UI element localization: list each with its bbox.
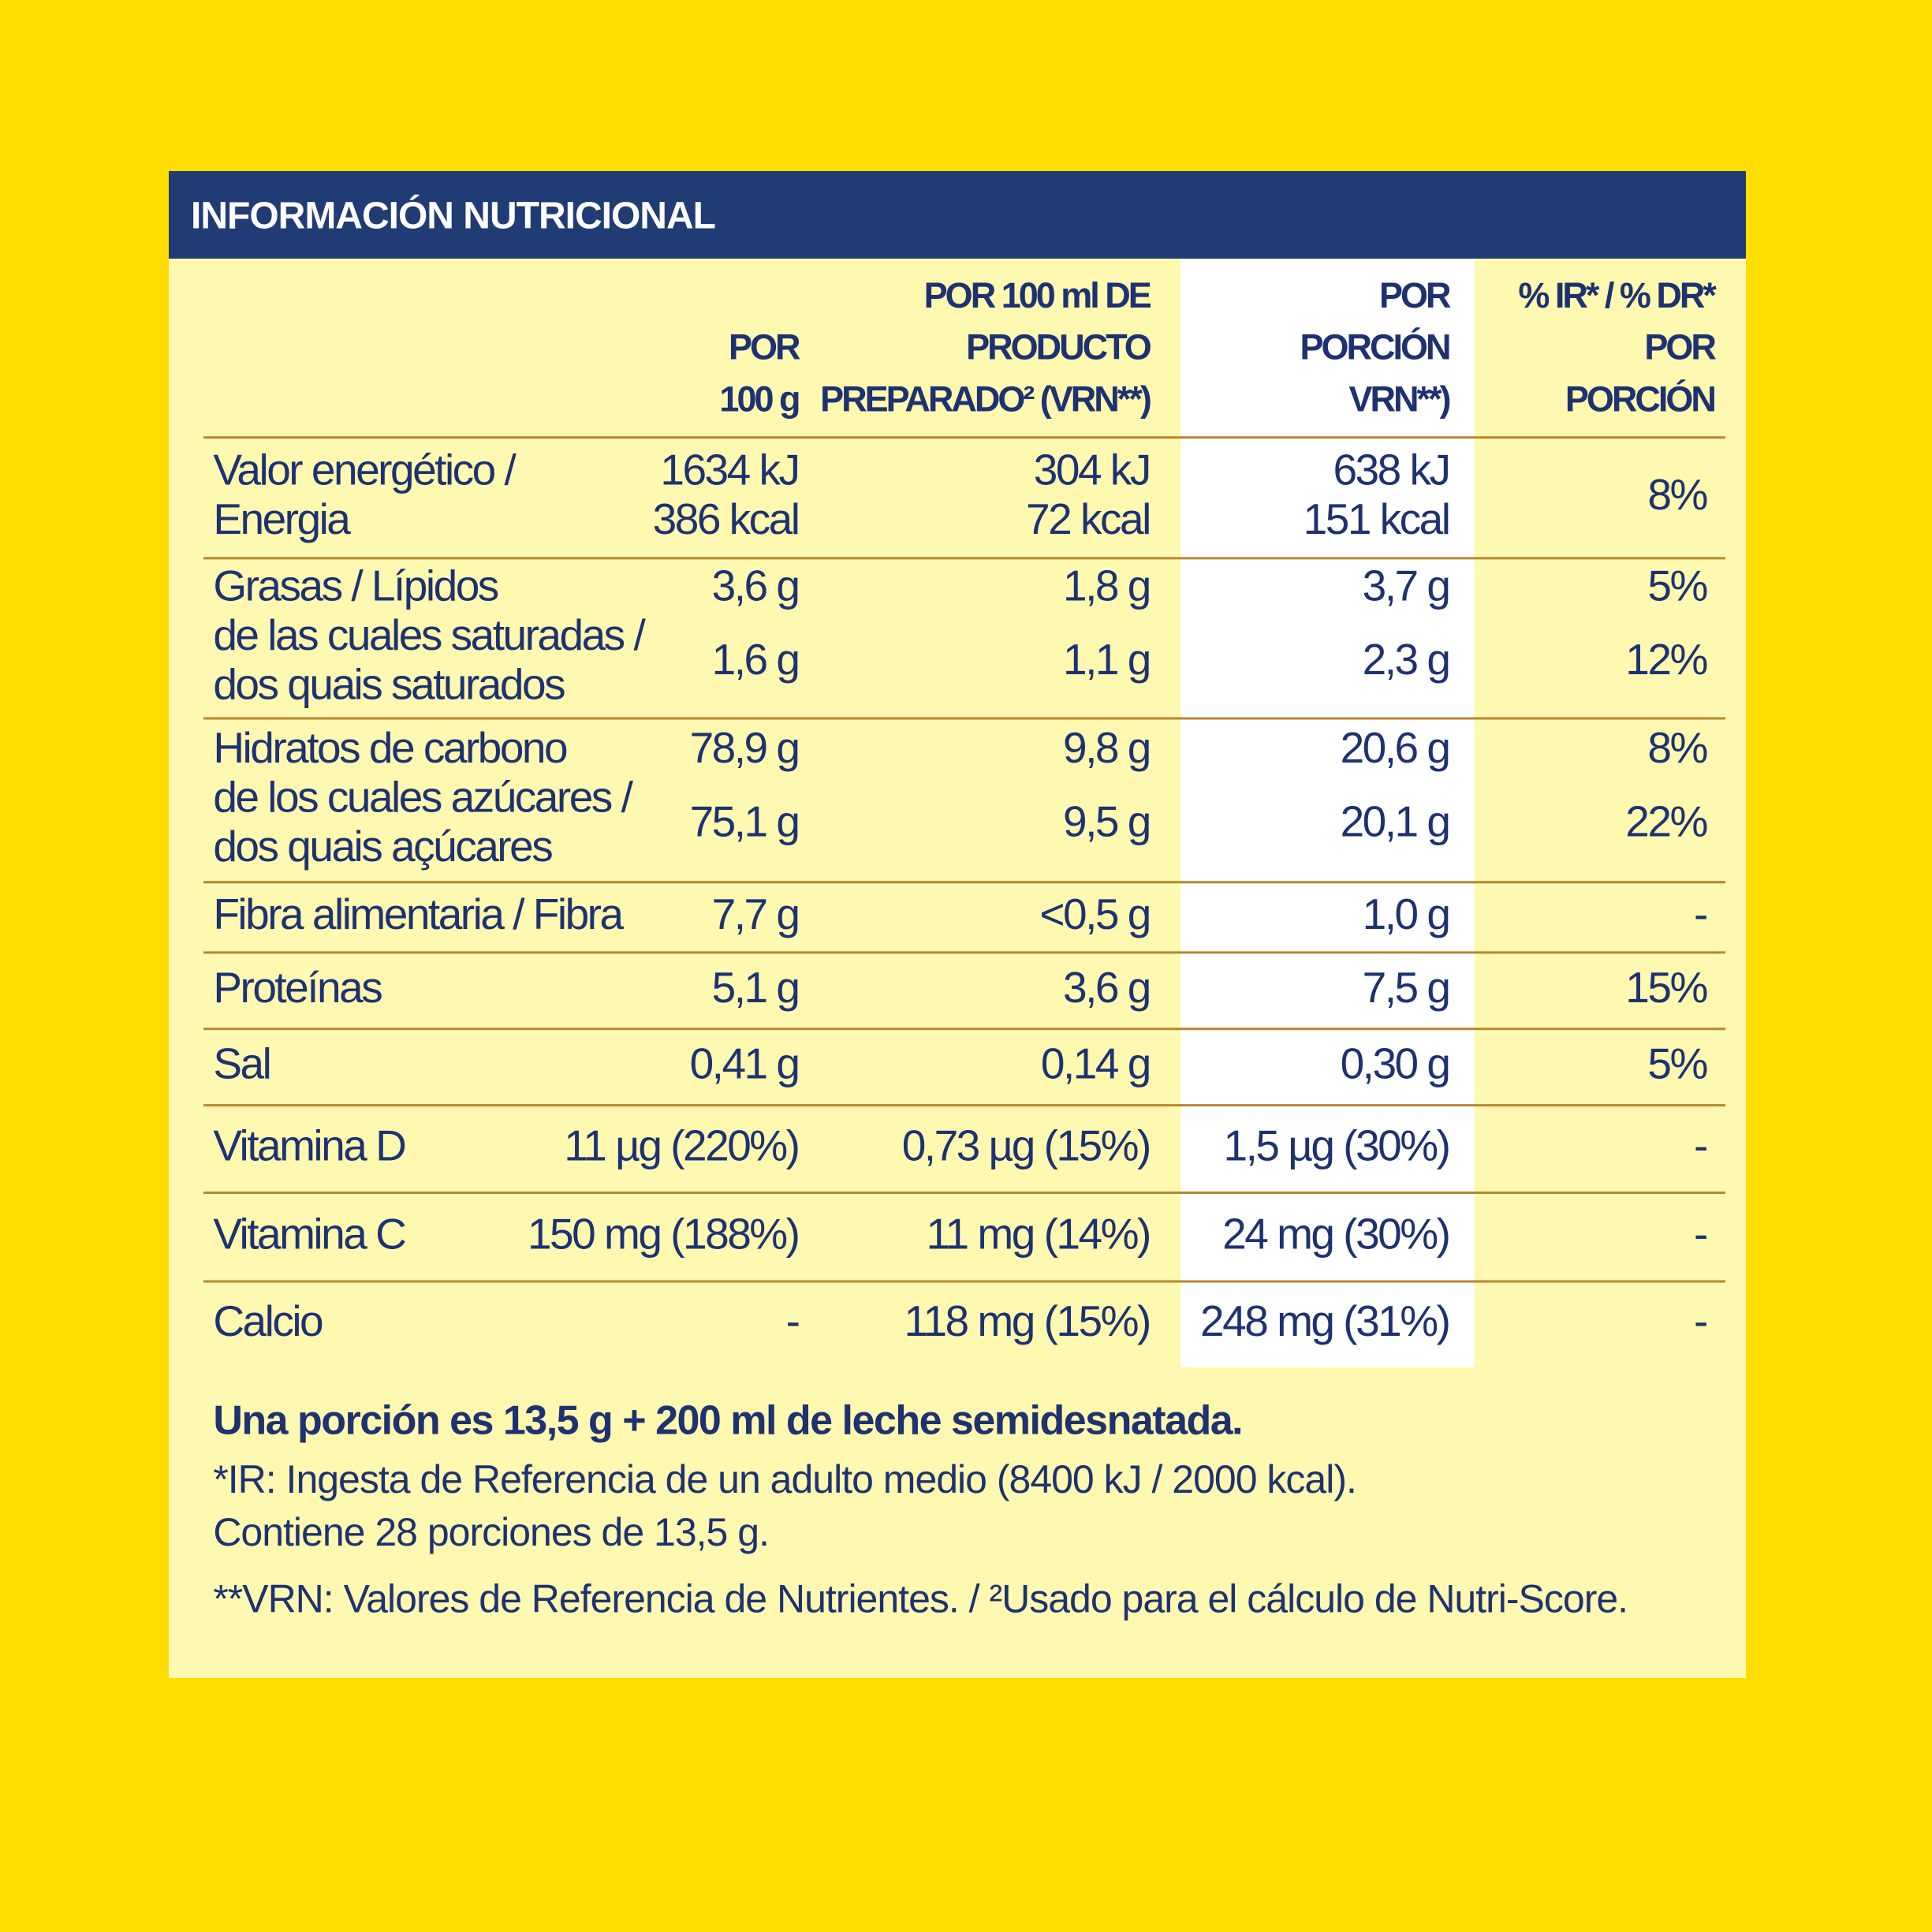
row-label: Hidratos de carbono [213, 723, 567, 772]
cell-value: 7,7 g [712, 890, 799, 938]
column-header: PRODUCTO [966, 327, 1151, 367]
footnote: **VRN: Valores de Referencia de Nutrient… [213, 1576, 1628, 1621]
column-header: PORCIÓN [1565, 379, 1715, 419]
row-label: de los cuales azúcares / [213, 772, 633, 821]
cell-value: 1,8 g [1063, 561, 1150, 610]
cell-value: 24 mg (30%) [1222, 1209, 1449, 1258]
cell-value: 0,30 g [1341, 1039, 1449, 1088]
cell-value: 304 kJ [1034, 446, 1150, 494]
cell-value: 0,14 g [1041, 1039, 1150, 1088]
column-header: POR [1644, 327, 1716, 367]
cell-value: 1,5 µg (30%) [1223, 1121, 1449, 1170]
cell-value: 5,1 g [712, 963, 799, 1012]
row-label: Vitamina D [213, 1121, 405, 1170]
cell-value: 248 mg (31%) [1200, 1296, 1449, 1345]
title-bar [169, 171, 1746, 259]
title: INFORMACIÓN NUTRICIONAL [191, 194, 715, 237]
cell-value: 5% [1647, 561, 1706, 610]
highlight-column [1180, 259, 1475, 1367]
cell-value: 1,1 g [1063, 635, 1150, 684]
cell-value: 3,7 g [1363, 561, 1449, 610]
column-header: 100 g [719, 379, 799, 419]
column-header: POR 100 ml DE [924, 275, 1151, 315]
cell-value: 118 mg (15%) [904, 1296, 1149, 1345]
cell-value: 78,9 g [690, 723, 799, 772]
cell-value: 5% [1647, 1039, 1706, 1088]
cell-value: 2,3 g [1363, 635, 1449, 684]
row-label: Valor energético / [213, 446, 517, 494]
cell-value: 9,8 g [1063, 723, 1150, 772]
cell-value: 15% [1625, 963, 1706, 1012]
footnote: Contiene 28 porciones de 13,5 g. [213, 1510, 769, 1554]
cell-value: <0,5 g [1039, 890, 1149, 938]
column-header: % IR* / % DR* [1518, 275, 1717, 315]
cell-value: - [1694, 890, 1706, 938]
cell-value: 0,73 µg (15%) [902, 1121, 1150, 1170]
row-label: Vitamina C [213, 1209, 405, 1258]
cell-value: 151 kcal [1304, 494, 1449, 543]
row-label: Fibra alimentaria / Fibra [213, 890, 624, 938]
column-header: PREPARADO² (VRN**) [820, 379, 1151, 419]
cell-value: 1,0 g [1363, 890, 1449, 938]
cell-value: 386 kcal [653, 494, 799, 543]
cell-value: 150 mg (188%) [528, 1209, 799, 1258]
cell-value: 3,6 g [712, 561, 799, 610]
cell-value: - [786, 1296, 799, 1345]
row-label: dos quais saturados [213, 659, 565, 708]
row-label: dos quais açúcares [213, 822, 552, 871]
cell-value: - [1694, 1209, 1706, 1258]
row-label: Grasas / Lípidos [213, 561, 498, 610]
cell-value: 1634 kJ [660, 446, 798, 494]
cell-value: 8% [1647, 470, 1706, 519]
cell-value: 7,5 g [1363, 963, 1449, 1012]
cell-value: 20,1 g [1341, 797, 1449, 846]
cell-value: 11 µg (220%) [564, 1121, 798, 1170]
column-header: POR [729, 327, 800, 367]
row-label: de las cuales saturadas / [213, 610, 646, 659]
cell-value: 0,41 g [690, 1039, 799, 1088]
footnote: *IR: Ingesta de Referencia de un adulto … [213, 1457, 1356, 1501]
column-header: POR [1379, 275, 1451, 315]
row-label: Proteínas [213, 963, 382, 1012]
cell-value: 638 kJ [1333, 446, 1449, 494]
cell-value: 11 mg (14%) [927, 1209, 1150, 1258]
cell-value: - [1694, 1121, 1706, 1170]
cell-value: 75,1 g [690, 797, 799, 846]
cell-value: 72 kcal [1026, 494, 1150, 543]
cell-value: 3,6 g [1063, 963, 1150, 1012]
cell-value: 22% [1625, 797, 1706, 846]
panel [169, 171, 1746, 1678]
row-label: Energia [213, 494, 351, 543]
serving-note: Una porción es 13,5 g + 200 ml de leche … [213, 1397, 1242, 1443]
column-header: PORCIÓN [1300, 327, 1449, 367]
row-label: Sal [213, 1039, 270, 1088]
cell-value: 1,6 g [712, 635, 799, 684]
cell-value: 12% [1625, 635, 1706, 684]
row-label: Calcio [213, 1296, 323, 1345]
cell-value: 8% [1647, 723, 1706, 772]
column-header: VRN**) [1348, 379, 1449, 419]
cell-value: 9,5 g [1063, 797, 1150, 846]
cell-value: - [1694, 1296, 1706, 1345]
cell-value: 20,6 g [1341, 723, 1449, 772]
